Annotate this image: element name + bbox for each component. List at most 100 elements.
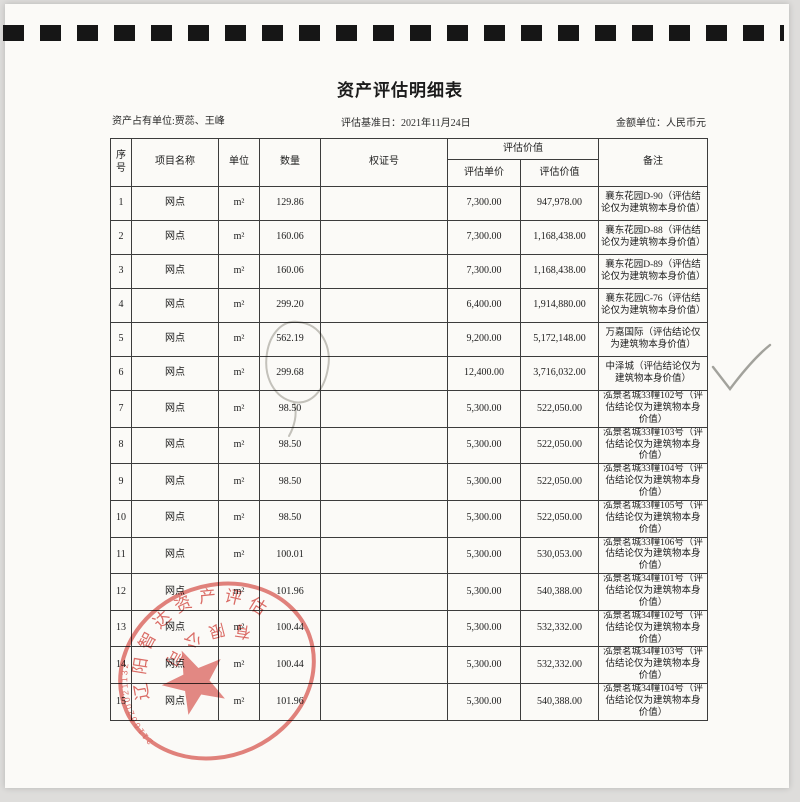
table-row: 1 网点 m² 129.86 7,300.00 947,978.00 襄东花园D… (110, 186, 708, 221)
cell-remark: 襄东花园C-76（评估结论仅为建筑物本身价值） (598, 288, 708, 323)
cell-unit-price: 5,300.00 (447, 646, 521, 684)
cell-unit: m² (218, 390, 260, 428)
cell-item: 网点 (131, 288, 219, 323)
cell-value: 947,978.00 (520, 186, 599, 221)
cell-cert (320, 536, 448, 575)
cell-item: 网点 (131, 356, 219, 391)
table-row: 5 网点 m² 562.19 9,200.00 5,172,148.00 万嘉国… (110, 322, 708, 357)
cell-unit: m² (218, 220, 260, 255)
cell-item: 网点 (131, 220, 219, 255)
cell-qty: 98.50 (259, 499, 321, 538)
cell-value: 522,050.00 (520, 390, 599, 428)
cell-no: 11 (110, 536, 132, 575)
valuation-base-date: 评估基准日：2021年11月24日 (341, 118, 471, 129)
cell-remark: 襄东花园D-90（评估结论仅为建筑物本身价值） (598, 186, 708, 221)
cell-item: 网点 (131, 646, 219, 684)
cell-remark: 泓景茗城33幢105号（评估结论仅为建筑物本身价值） (598, 499, 708, 538)
cell-no: 15 (110, 683, 132, 721)
cell-unit: m² (218, 609, 260, 648)
cell-remark: 中泽城（评估结论仅为建筑物本身价值） (598, 356, 708, 391)
cell-unit: m² (218, 499, 260, 538)
cell-unit-price: 5,300.00 (447, 536, 521, 575)
cell-unit: m² (218, 186, 260, 221)
cell-qty: 299.68 (259, 356, 321, 391)
cell-unit-price: 5,300.00 (447, 499, 521, 538)
cell-no: 2 (110, 220, 132, 255)
table-header: 序号 项目名称 单位 数量 权证号 评估价值 备注 评估单价 评估价值 (110, 138, 708, 187)
cell-unit: m² (218, 646, 260, 684)
cell-remark: 万嘉国际（评估结论仅为建筑物本身价值） (598, 322, 708, 357)
cell-qty: 129.86 (259, 186, 321, 221)
table-row: 13 网点 m² 100.44 5,300.00 532,332.00 泓景茗城… (110, 609, 708, 648)
asset-valuation-table: 序号 项目名称 单位 数量 权证号 评估价值 备注 评估单价 评估价值 1 网点… (110, 138, 708, 721)
table-row: 4 网点 m² 299.20 6,400.00 1,914,880.00 襄东花… (110, 288, 708, 323)
header-value: 评估价值 (520, 159, 599, 187)
cell-cert (320, 390, 448, 428)
cell-no: 1 (110, 186, 132, 221)
cell-remark: 襄东花园D-88（评估结论仅为建筑物本身价值） (598, 220, 708, 255)
table-row: 11 网点 m² 100.01 5,300.00 530,053.00 泓景茗城… (110, 536, 708, 575)
cell-unit-price: 9,200.00 (447, 322, 521, 357)
spiral-binding-holes (3, 25, 784, 41)
cell-value: 3,716,032.00 (520, 356, 599, 391)
cell-no: 6 (110, 356, 132, 391)
cell-no: 13 (110, 609, 132, 648)
currency-unit-label: 金额单位：人民币元 (616, 118, 706, 129)
cell-remark: 襄东花园D-89（评估结论仅为建筑物本身价值） (598, 254, 708, 289)
cell-unit-price: 5,300.00 (447, 390, 521, 428)
header-unit-price: 评估单价 (447, 159, 521, 187)
table-row: 7 网点 m² 98.50 5,300.00 522,050.00 泓景茗城33… (110, 390, 708, 428)
table-row: 14 网点 m² 100.44 5,300.00 532,332.00 泓景茗城… (110, 646, 708, 684)
cell-qty: 98.50 (259, 426, 321, 465)
table-row: 10 网点 m² 98.50 5,300.00 522,050.00 泓景茗城3… (110, 499, 708, 538)
cell-no: 4 (110, 288, 132, 323)
cell-unit-price: 5,300.00 (447, 426, 521, 465)
cell-qty: 101.96 (259, 573, 321, 611)
cell-remark: 泓景茗城33幢106号（评估结论仅为建筑物本身价值） (598, 536, 708, 575)
table-row: 8 网点 m² 98.50 5,300.00 522,050.00 泓景茗城33… (110, 426, 708, 465)
cell-remark: 泓景茗城34幢102号（评估结论仅为建筑物本身价值） (598, 609, 708, 648)
cell-remark: 泓景茗城34幢103号（评估结论仅为建筑物本身价值） (598, 646, 708, 684)
cell-qty: 160.06 (259, 220, 321, 255)
cell-unit: m² (218, 254, 260, 289)
cell-unit: m² (218, 683, 260, 721)
cell-qty: 98.50 (259, 463, 321, 501)
header-item: 项目名称 (131, 138, 219, 187)
cell-value: 540,388.00 (520, 683, 599, 721)
cell-value: 522,050.00 (520, 426, 599, 465)
cell-item: 网点 (131, 390, 219, 428)
table-row: 3 网点 m² 160.06 7,300.00 1,168,438.00 襄东花… (110, 254, 708, 289)
cell-remark: 泓景茗城34幢104号（评估结论仅为建筑物本身价值） (598, 683, 708, 721)
cell-qty: 100.44 (259, 609, 321, 648)
cell-item: 网点 (131, 186, 219, 221)
cell-item: 网点 (131, 683, 219, 721)
cell-unit: m² (218, 356, 260, 391)
cell-cert (320, 609, 448, 648)
cell-value: 522,050.00 (520, 499, 599, 538)
table-row: 12 网点 m² 101.96 5,300.00 540,388.00 泓景茗城… (110, 573, 708, 611)
cell-no: 9 (110, 463, 132, 501)
cell-cert (320, 646, 448, 684)
header-value-group: 评估价值 (447, 138, 599, 160)
table-row: 15 网点 m² 101.96 5,300.00 540,388.00 泓景茗城… (110, 683, 708, 721)
cell-unit: m² (218, 536, 260, 575)
cell-item: 网点 (131, 499, 219, 538)
table-row: 2 网点 m² 160.06 7,300.00 1,168,438.00 襄东花… (110, 220, 708, 255)
cell-unit: m² (218, 322, 260, 357)
cell-unit: m² (218, 288, 260, 323)
cell-unit-price: 5,300.00 (447, 683, 521, 721)
header-qty: 数量 (259, 138, 321, 187)
cell-no: 10 (110, 499, 132, 538)
cell-cert (320, 220, 448, 255)
table-row: 6 网点 m² 299.68 12,400.00 3,716,032.00 中泽… (110, 356, 708, 391)
cell-value: 1,168,438.00 (520, 220, 599, 255)
cell-unit-price: 7,300.00 (447, 254, 521, 289)
cell-value: 530,053.00 (520, 536, 599, 575)
cell-cert (320, 186, 448, 221)
header-remark: 备注 (598, 138, 708, 187)
cell-cert (320, 499, 448, 538)
cell-no: 5 (110, 322, 132, 357)
cell-item: 网点 (131, 426, 219, 465)
cell-qty: 562.19 (259, 322, 321, 357)
header-unit: 单位 (218, 138, 260, 187)
